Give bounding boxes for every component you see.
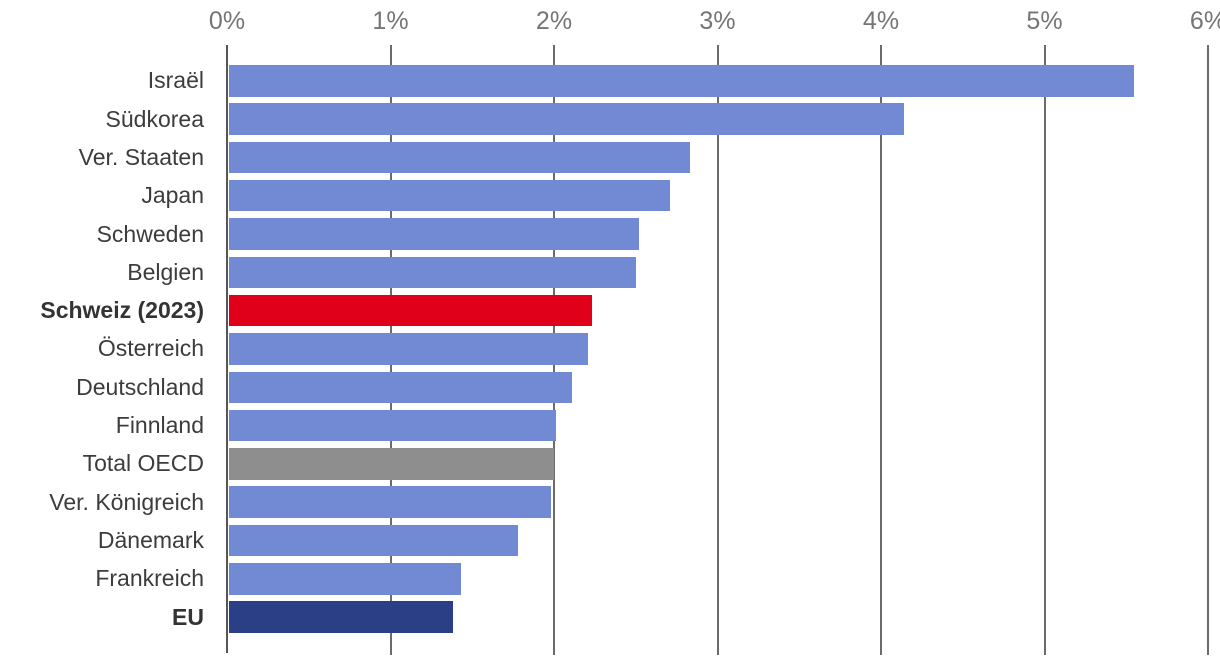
bar-row: Schweden bbox=[0, 218, 1220, 250]
bar-row: Finnland bbox=[0, 409, 1220, 442]
bar-eu bbox=[229, 601, 453, 633]
x-axis-tick-label: 6% bbox=[1189, 7, 1220, 35]
bar-schweiz-2023- bbox=[229, 294, 592, 327]
gridline bbox=[1043, 45, 1046, 655]
x-axis-tick-label: 0% bbox=[208, 7, 246, 35]
bar-israël bbox=[229, 65, 1135, 97]
gridline bbox=[880, 45, 882, 655]
category-label: Israël bbox=[147, 67, 204, 94]
category-label: Finnland bbox=[115, 412, 204, 439]
bar-finnland bbox=[229, 409, 556, 442]
bar-japan bbox=[229, 179, 671, 212]
category-label: Total OECD bbox=[82, 450, 204, 477]
category-label: Deutschland bbox=[76, 373, 204, 400]
bar-belgien bbox=[229, 256, 636, 289]
category-label: Schweiz (2023) bbox=[40, 297, 204, 324]
category-label: EU bbox=[172, 603, 204, 630]
bar-österreich bbox=[229, 333, 589, 365]
bar-row: Ver. Königreich bbox=[0, 486, 1220, 518]
category-label: Südkorea bbox=[105, 105, 204, 132]
bar-deutschland bbox=[229, 371, 572, 403]
gridline bbox=[716, 45, 719, 655]
bar-rows-layer: Israël Südkorea Ver. Staaten Japan Schwe… bbox=[0, 65, 1220, 633]
bar-row: Ver. Staaten bbox=[0, 141, 1220, 174]
category-label: Ver. Staaten bbox=[78, 143, 204, 170]
y-axis-line bbox=[226, 45, 228, 653]
bar-dänemark bbox=[229, 524, 519, 557]
bar-schweden bbox=[229, 218, 640, 250]
bar-row: Südkorea bbox=[0, 103, 1220, 135]
bar-row: Frankreich bbox=[0, 563, 1220, 595]
category-label: Ver. Königreich bbox=[49, 488, 204, 515]
bar-südkorea bbox=[229, 103, 904, 135]
x-axis-tick-label: 4% bbox=[862, 7, 900, 35]
x-axis-tick-label: 1% bbox=[372, 7, 409, 35]
category-label: Österreich bbox=[97, 335, 204, 362]
gridline bbox=[1207, 45, 1209, 655]
bar-row: Österreich bbox=[0, 333, 1220, 365]
bar-row: EU bbox=[0, 601, 1220, 633]
bar-row: Total OECD bbox=[0, 448, 1220, 480]
bar-ver-staaten bbox=[229, 141, 690, 174]
bar-row: Dänemark bbox=[0, 524, 1220, 557]
bar-frankreich bbox=[229, 563, 461, 595]
bar-ver-königreich bbox=[229, 486, 551, 518]
x-axis-tick-label: 5% bbox=[1026, 7, 1063, 35]
bar-row: Deutschland bbox=[0, 371, 1220, 403]
x-axis-tick-label: 3% bbox=[699, 7, 736, 35]
category-label: Frankreich bbox=[95, 565, 204, 592]
bar-row: Israël bbox=[0, 65, 1220, 97]
bar-total-oecd bbox=[229, 448, 554, 480]
category-label: Dänemark bbox=[97, 527, 204, 553]
bar-row: Schweiz (2023) bbox=[0, 294, 1220, 327]
category-label: Japan bbox=[141, 182, 204, 209]
category-label: Belgien bbox=[127, 258, 204, 285]
x-axis-tick-label: 2% bbox=[535, 7, 573, 35]
bar-row: Belgien bbox=[0, 256, 1220, 289]
category-label: Schweden bbox=[96, 220, 204, 247]
bar-row: Japan bbox=[0, 179, 1220, 212]
